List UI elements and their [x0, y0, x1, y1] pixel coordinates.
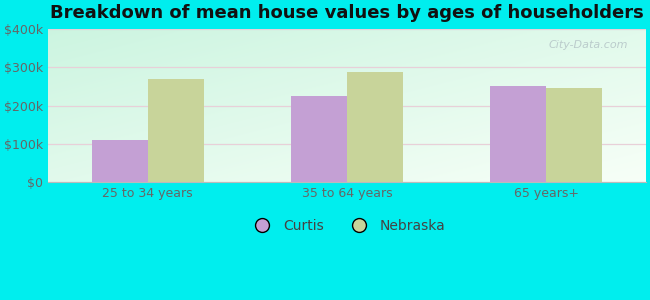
Bar [491, 86, 546, 182]
Legend: Curtis, Nebraska: Curtis, Nebraska [243, 214, 451, 239]
Bar [546, 88, 602, 182]
Bar [291, 96, 347, 182]
Bar [92, 140, 148, 182]
Bar [148, 79, 203, 182]
Title: Breakdown of mean house values by ages of householders: Breakdown of mean house values by ages o… [50, 4, 644, 22]
Bar [347, 72, 403, 182]
Text: City-Data.com: City-Data.com [549, 40, 628, 50]
